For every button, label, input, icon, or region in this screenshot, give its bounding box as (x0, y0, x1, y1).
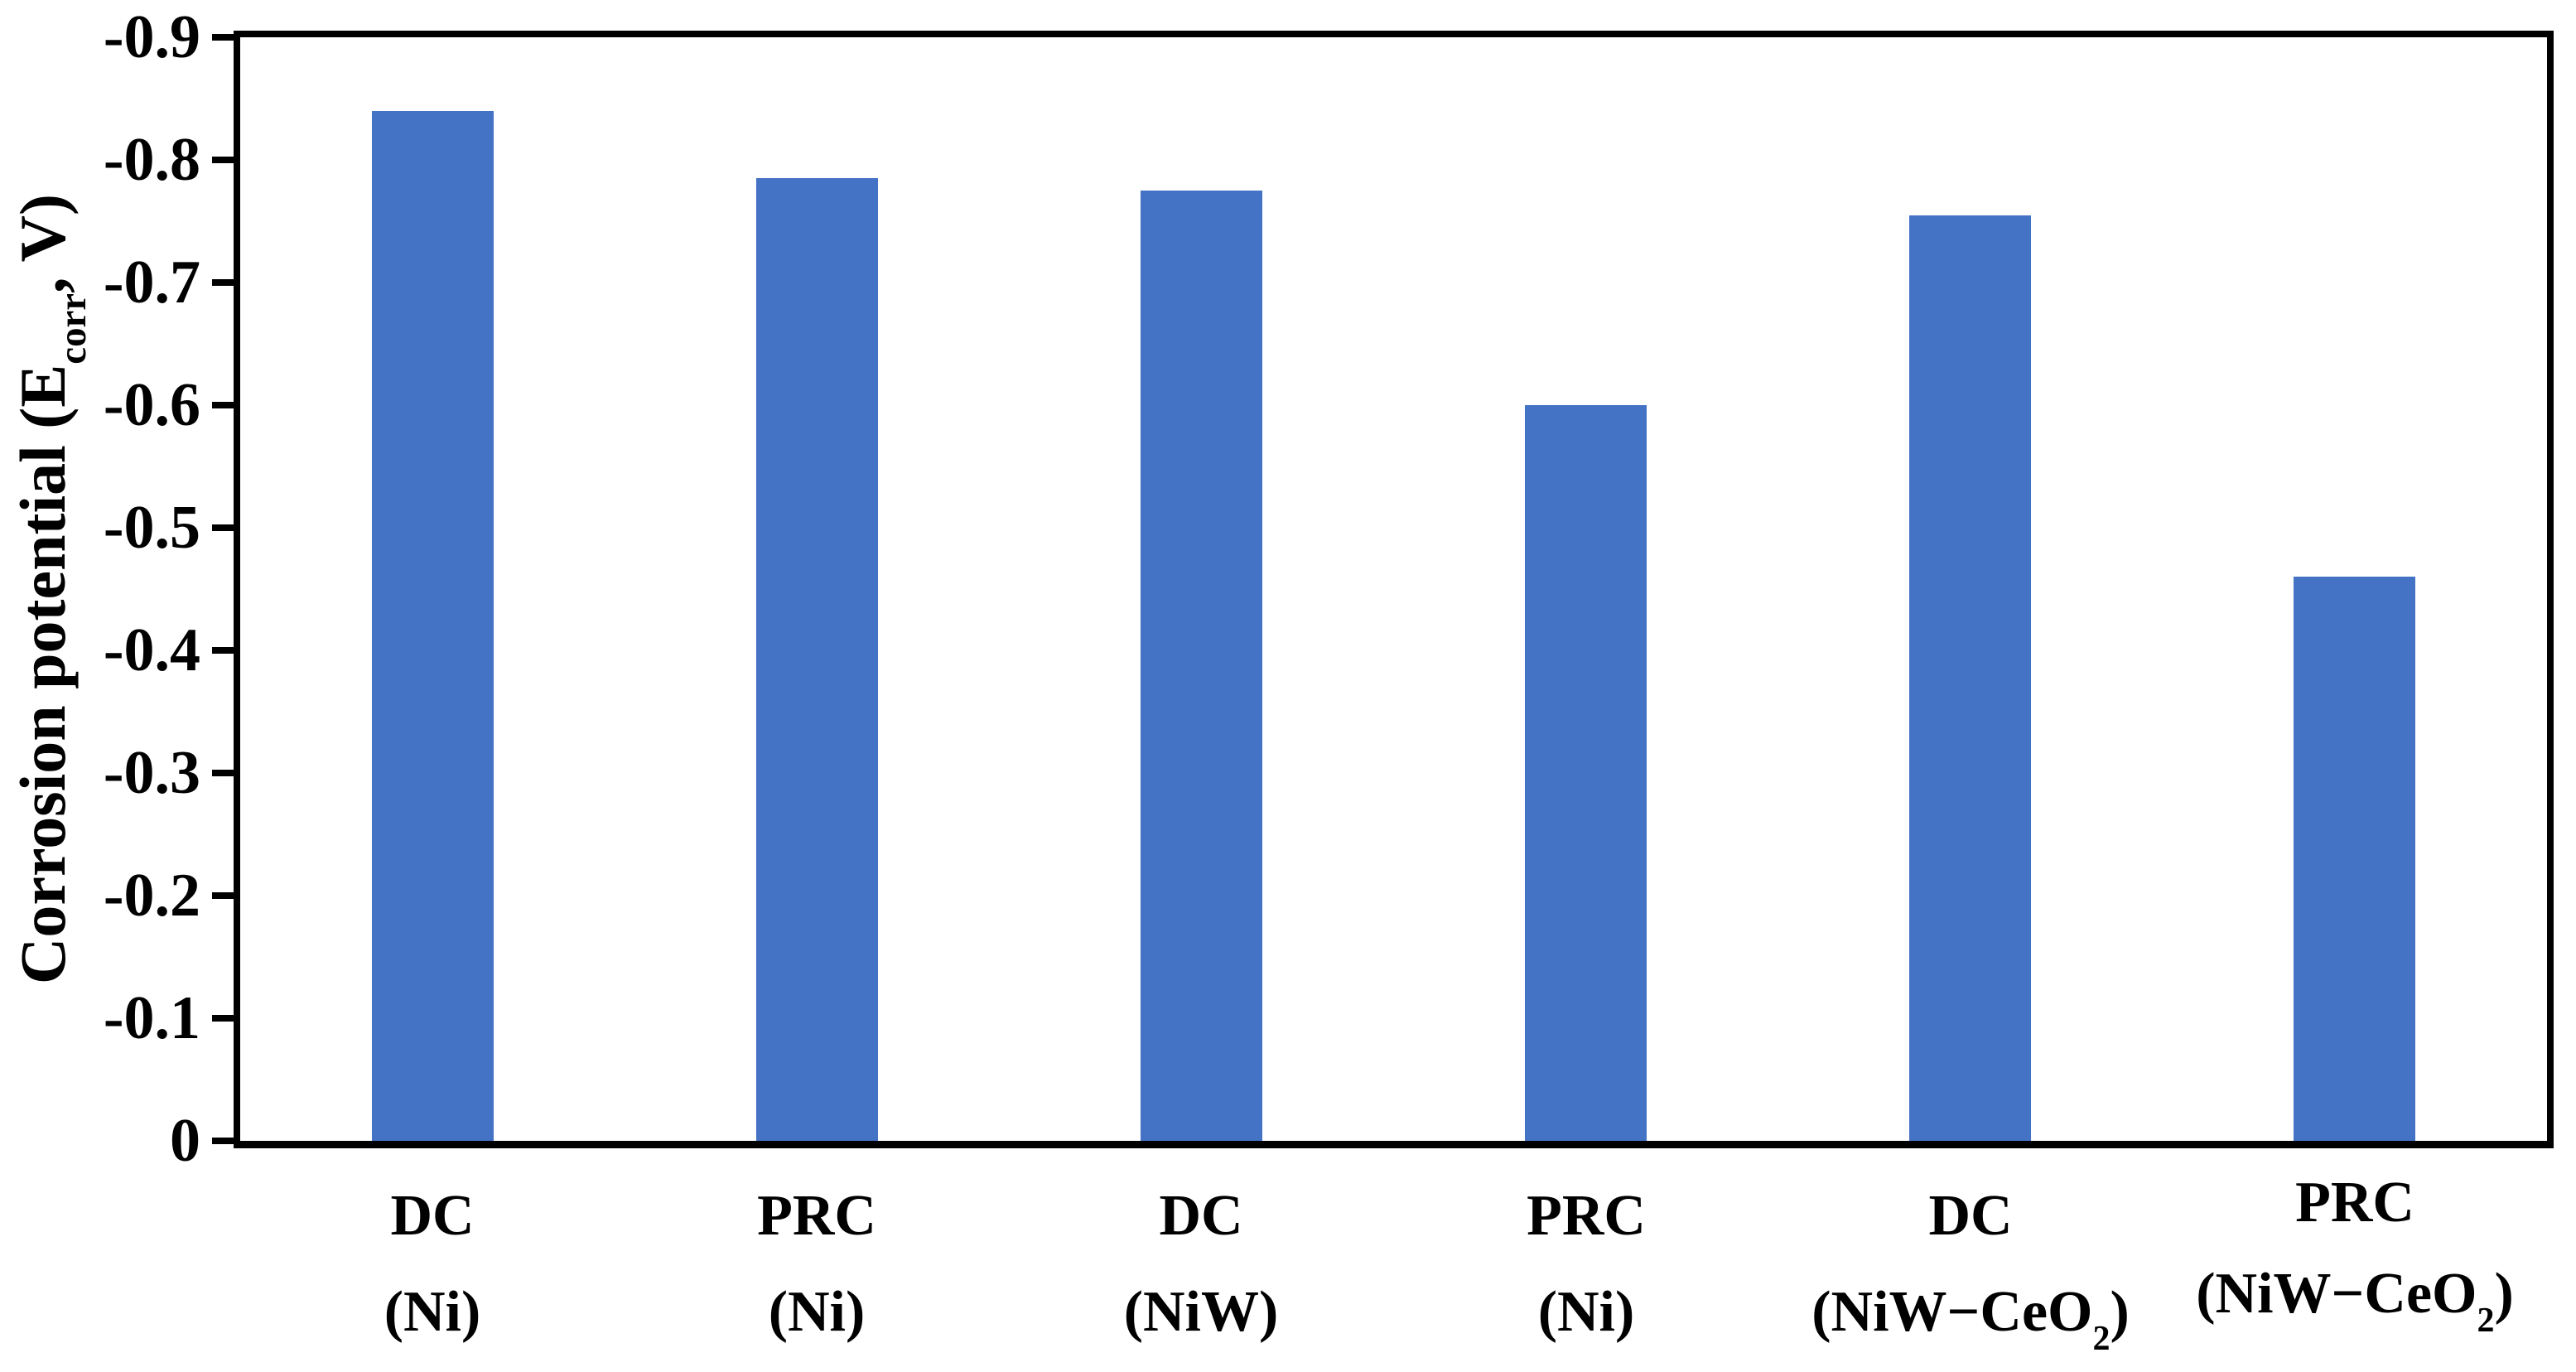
x-label-line2-pre: (Ni) (384, 1280, 481, 1344)
bar-3-dc (1141, 191, 1262, 1141)
y-tick-label--0.3: -0.3 (103, 739, 200, 807)
plot-area (234, 31, 2554, 1148)
y-tick-label-0: 0 (170, 1107, 200, 1175)
y-tick-label--0.1: -0.1 (103, 984, 200, 1052)
x-label-line1: DC (1928, 1184, 2013, 1248)
x-label-line1: PRC (2295, 1171, 2414, 1234)
y-tick-label--0.7: -0.7 (103, 249, 200, 316)
x-label-line2: (NiW−CeO2) (1714, 1280, 2227, 1356)
y-tick-mark--0.7 (212, 279, 234, 286)
x-label-line2: (Ni) (560, 1281, 1073, 1344)
x-label-line2: (NiW−CeO2) (2098, 1262, 2576, 1338)
x-label-line2-subscript: 2 (2092, 1319, 2110, 1358)
y-tick-label--0.8: -0.8 (103, 126, 200, 194)
x-label-line1: DC (1159, 1184, 1243, 1248)
y-tick-mark-0 (212, 1138, 234, 1144)
x-label-line2: (Ni) (1329, 1281, 1843, 1344)
bar-1-dc (372, 111, 494, 1141)
x-label-line1: PRC (757, 1184, 876, 1248)
x-label-5: DC (NiW−CeO2) (1714, 1184, 2227, 1356)
x-label-line2: (NiW) (944, 1281, 1458, 1344)
x-label-line1: DC (390, 1184, 475, 1248)
x-label-line2-pre: (NiW) (1123, 1280, 1279, 1344)
x-label-line2-pre: (NiW−CeO (1811, 1280, 2093, 1344)
y-tick-mark--0.3 (212, 770, 234, 776)
x-label-line2: (Ni) (176, 1281, 689, 1344)
y-tick-label--0.2: -0.2 (103, 862, 200, 930)
y-tick-label--0.6: -0.6 (103, 371, 200, 439)
y-tick-mark--0.8 (212, 157, 234, 163)
x-label-line2-subscript: 2 (2477, 1301, 2495, 1340)
y-tick-label--0.9: -0.9 (103, 3, 200, 71)
x-label-line1: PRC (1527, 1184, 1646, 1248)
x-label-line2-post: ) (2110, 1280, 2130, 1344)
x-label-line2-pre: (Ni) (1537, 1280, 1635, 1344)
y-tick-label--0.4: -0.4 (103, 616, 200, 684)
y-tick-mark--0.4 (212, 647, 234, 654)
y-tick-mark--0.9 (212, 34, 234, 41)
x-label-3: DC (NiW) (944, 1185, 1458, 1344)
bar-5-dc (1909, 215, 2031, 1141)
y-tick-label--0.5: -0.5 (103, 494, 200, 562)
x-label-1: DC (Ni) (176, 1185, 689, 1344)
y-tick-mark--0.2 (212, 892, 234, 899)
y-tick-mark--0.6 (212, 402, 234, 408)
bar-2-prc (756, 178, 878, 1141)
x-label-line2-pre: (NiW−CeO (2196, 1262, 2477, 1326)
x-label-4: PRC (Ni) (1329, 1185, 1843, 1344)
x-label-2: PRC (Ni) (560, 1185, 1073, 1344)
x-label-line2-post: ) (2494, 1262, 2514, 1326)
x-label-6: PRC (NiW−CeO2) (2098, 1171, 2576, 1338)
x-label-line2-pre: (Ni) (768, 1280, 866, 1344)
y-tick-mark--0.1 (212, 1015, 234, 1022)
bar-6-prc (2294, 577, 2415, 1141)
bar-4-prc (1525, 405, 1647, 1141)
y-tick-mark--0.5 (212, 524, 234, 531)
